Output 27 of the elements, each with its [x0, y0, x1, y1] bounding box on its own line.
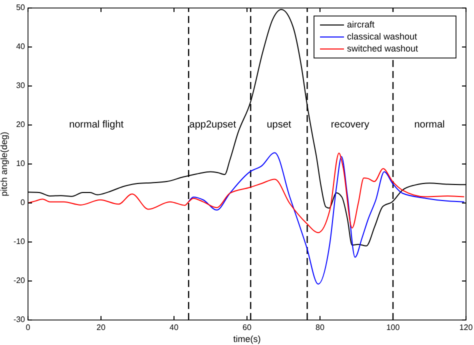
legend-label: classical washout — [347, 31, 418, 42]
x-tick-label: 100 — [386, 323, 400, 332]
annotation: upset — [266, 120, 292, 131]
y-tick-label: -10 — [13, 237, 26, 246]
y-tick-label: 0 — [20, 198, 26, 208]
legend-label: switched washout — [347, 43, 419, 54]
x-tick-label: 60 — [242, 323, 252, 332]
y-tick-label: 40 — [16, 42, 26, 52]
x-tick-label: 40 — [170, 323, 179, 332]
x-tick-label: 120 — [459, 323, 474, 332]
x-tick-label: 80 — [316, 323, 325, 332]
line-series — [188, 152, 465, 285]
annotation: normal — [414, 120, 445, 131]
y-tick-label: 30 — [16, 81, 26, 90]
y-axis-title: pitch angle(deg) — [0, 132, 9, 196]
y-tick-label: 20 — [16, 120, 26, 130]
y-tick-label: -20 — [13, 276, 26, 286]
x-tick-label: 20 — [96, 323, 106, 332]
annotation: recovery — [330, 120, 370, 131]
annotation: app2upset — [189, 120, 236, 131]
annotation: normal flight — [69, 120, 124, 131]
x-axis-title: time(s) — [233, 334, 261, 344]
line-series — [28, 152, 465, 234]
y-tick-label: 10 — [16, 159, 26, 168]
y-tick-label: 50 — [16, 3, 26, 12]
y-tick-label: -30 — [13, 315, 26, 324]
legend-label: aircraft — [347, 19, 376, 30]
